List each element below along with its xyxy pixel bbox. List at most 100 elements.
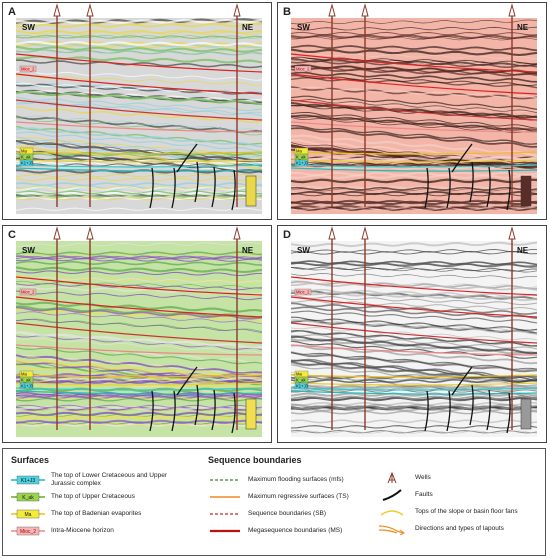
horizon-line — [15, 382, 263, 386]
horizon-line — [15, 99, 263, 121]
horizon-tag-label: K_ak — [21, 155, 31, 160]
sequence-title: Sequence boundaries — [208, 455, 302, 465]
seismic-reflector — [290, 430, 538, 434]
legend-tag — [16, 509, 40, 518]
fault — [424, 167, 429, 209]
horizon-line — [15, 390, 263, 395]
sequence-column: Sequence boundaries Maximum flooding sur… — [208, 455, 349, 539]
horizon-line — [290, 151, 538, 155]
horizon-line — [290, 374, 538, 378]
legend-arrow — [399, 529, 405, 535]
fault — [486, 389, 491, 431]
direction-left: SW — [22, 246, 35, 255]
direction-right: NE — [242, 246, 254, 255]
legend-item: Ma The top of Badenian evaporites — [11, 505, 171, 522]
colorbar — [245, 398, 257, 430]
legend-item: Tops of the slope or basin floor fans — [375, 503, 518, 520]
panel-label: D — [283, 229, 291, 241]
horizon-line — [290, 73, 538, 95]
horizon-line — [15, 167, 263, 172]
horizon-tag-label: Ma — [21, 149, 27, 154]
symbols-column: Wells Faults Tops of the slope or basin fl… — [375, 469, 518, 537]
legend-symbol — [210, 495, 240, 498]
fault — [149, 167, 154, 209]
fault — [231, 169, 236, 211]
legend-symbol — [210, 512, 240, 515]
fault — [171, 167, 176, 209]
horizon-line — [15, 159, 263, 163]
fault — [211, 166, 216, 208]
fault — [506, 169, 511, 211]
legend-lapout — [378, 524, 404, 534]
panel-label: A — [8, 6, 16, 18]
horizon-line — [290, 382, 538, 386]
seismic-reflector — [290, 207, 538, 211]
fault — [446, 167, 451, 209]
symbols-list: Wells Faults Tops of the slope or basin fl… — [375, 469, 518, 537]
legend-well — [387, 471, 397, 483]
horizon-line — [15, 344, 263, 356]
horizon-line — [290, 387, 538, 391]
fault — [451, 366, 473, 396]
legend-item: K_ak The top of Upper Cretaceous — [11, 488, 171, 505]
horizon-line — [290, 390, 538, 395]
horizon-tag-label: K1+J3 — [296, 384, 309, 389]
fault — [506, 392, 511, 434]
horizon-tag — [294, 288, 312, 296]
sequence-list: Maximum flooding surfaces (mfs) Maximum r… — [208, 471, 349, 539]
colorbar — [520, 175, 532, 207]
legend-item: Maximum flooding surfaces (mfs) — [208, 471, 349, 488]
fault — [469, 161, 474, 203]
legend-item: Mioc_2 Intra-Miocene horizon — [11, 522, 171, 539]
horizon-line — [15, 374, 263, 378]
horizon-tag-label: Ma — [296, 149, 302, 154]
horizon-line — [290, 164, 538, 168]
horizon-tag — [19, 159, 34, 167]
horizon-tag — [294, 159, 309, 167]
panel-label: C — [8, 229, 16, 241]
direction-left: SW — [22, 23, 35, 32]
horizon-line — [290, 344, 538, 356]
legend-tag-label: K_ak — [22, 495, 34, 501]
horizon-line — [290, 167, 538, 172]
legend-text: The top of Lower Cretaceous and Upper Ju… — [51, 472, 167, 487]
horizon-tag-label: K_ak — [296, 155, 306, 160]
horizon-tag-label: Ma — [296, 372, 302, 377]
horizon-tag-label: Ma — [21, 372, 27, 377]
legend-symbol — [380, 509, 404, 516]
legend-text: The top of Upper Cretaceous — [51, 492, 135, 500]
legend-item: Sequence boundaries (SB) — [208, 505, 349, 522]
legend-item: Megasequence boundaries (MS) — [208, 522, 349, 539]
horizon-line — [290, 322, 538, 344]
horizon-tag — [294, 65, 312, 73]
legend-tag — [16, 475, 40, 484]
direction-right: NE — [517, 23, 529, 32]
legend-text: Faults — [415, 490, 433, 498]
horizon-tag-label: K1+J3 — [296, 161, 309, 166]
horizon-line — [15, 276, 263, 296]
legend-symbol — [210, 478, 240, 481]
horizon-tag-label: Mioc_2 — [296, 290, 310, 295]
seismic-reflector — [290, 430, 538, 434]
legend-text: Tops of the slope or basin floor fans — [415, 507, 518, 515]
seismic-reflector — [15, 207, 263, 211]
legend-tag-label: K1+J3 — [21, 478, 36, 484]
colorbar — [520, 398, 532, 430]
horizon-line — [15, 296, 263, 318]
legend-symbol: K_ak — [11, 492, 45, 501]
surfaces-list: K1+J3 The top of Lower Cretaceous and Upp… — [11, 471, 171, 539]
legend-symbol — [382, 488, 402, 501]
horizon-line — [15, 151, 263, 155]
direction-left: SW — [297, 246, 310, 255]
surfaces-title: Surfaces — [11, 455, 50, 465]
legend-text: Maximum flooding surfaces (mfs) — [248, 475, 344, 483]
horizon-line — [15, 121, 263, 133]
fault — [469, 384, 474, 426]
horizon-line — [290, 121, 538, 133]
fault — [211, 389, 216, 431]
legend-text: Maximum regressive surfaces (TS) — [248, 492, 349, 500]
legend-text: Directions and types of lapouts — [415, 524, 504, 532]
